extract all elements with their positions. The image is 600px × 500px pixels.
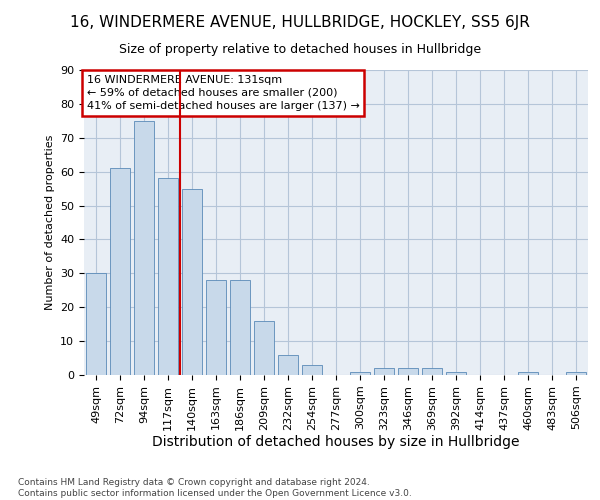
Bar (302, 365, 322, 375)
Bar (230, 280, 250, 375)
Bar (254, 321, 274, 375)
Y-axis label: Number of detached properties: Number of detached properties (44, 135, 55, 310)
Bar (374, 368, 394, 375)
X-axis label: Distribution of detached houses by size in Hullbridge: Distribution of detached houses by size … (152, 436, 520, 450)
Bar (422, 368, 442, 375)
Text: Size of property relative to detached houses in Hullbridge: Size of property relative to detached ho… (119, 42, 481, 56)
Bar (134, 121, 154, 375)
Bar (566, 372, 586, 375)
Text: 16, WINDERMERE AVENUE, HULLBRIDGE, HOCKLEY, SS5 6JR: 16, WINDERMERE AVENUE, HULLBRIDGE, HOCKL… (70, 15, 530, 30)
Bar (518, 372, 538, 375)
Bar (158, 178, 178, 375)
Bar (350, 372, 370, 375)
Bar (110, 168, 130, 375)
Bar (278, 354, 298, 375)
Text: 16 WINDERMERE AVENUE: 131sqm
← 59% of detached houses are smaller (200)
41% of s: 16 WINDERMERE AVENUE: 131sqm ← 59% of de… (86, 74, 359, 111)
Bar (86, 274, 106, 375)
Bar (182, 188, 202, 375)
Bar (398, 368, 418, 375)
Bar (206, 280, 226, 375)
Text: Contains HM Land Registry data © Crown copyright and database right 2024.
Contai: Contains HM Land Registry data © Crown c… (18, 478, 412, 498)
Bar (446, 372, 466, 375)
